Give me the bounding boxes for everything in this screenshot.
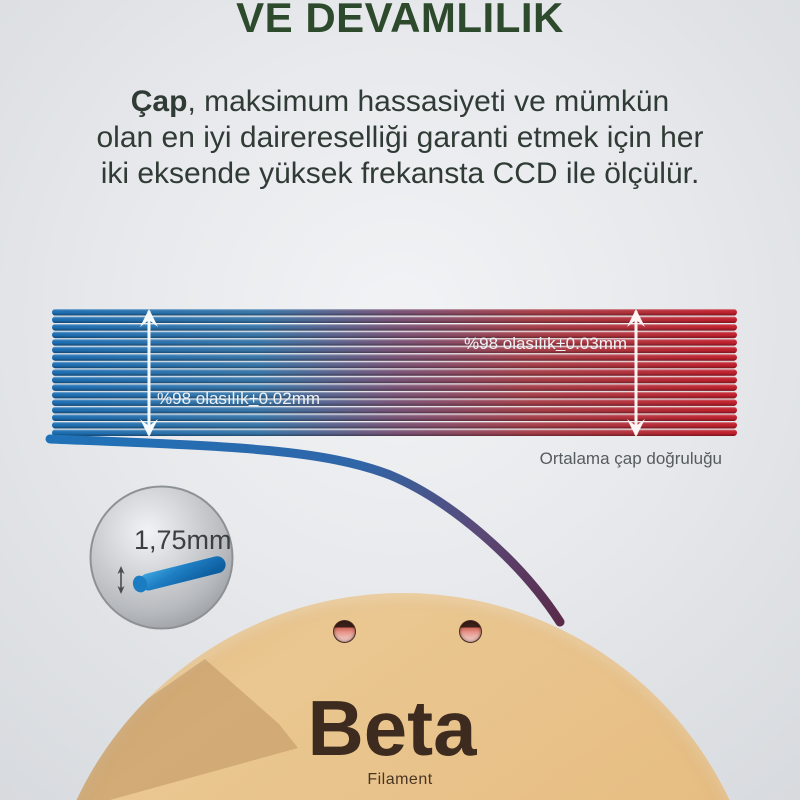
svg-text:1,75mm: 1,75mm [134,525,232,555]
